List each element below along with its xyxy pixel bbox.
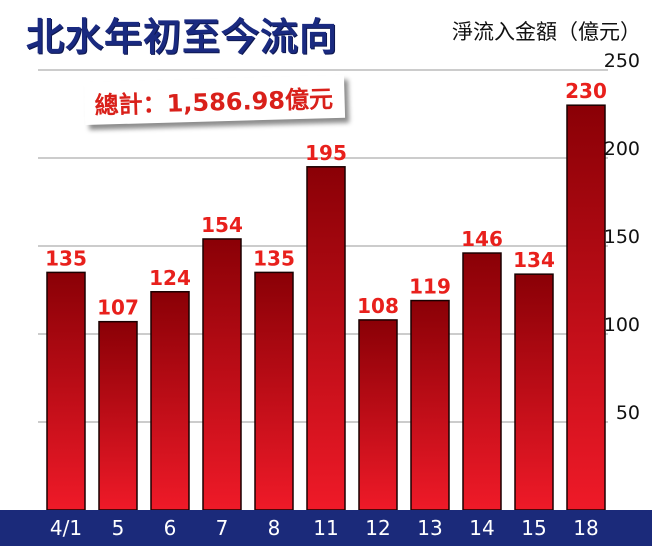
bar-value-label: 108 [357,294,399,318]
bar-value-label: 119 [409,275,451,299]
x-tick-label: 15 [521,516,546,540]
bar-value-label: 230 [565,79,607,103]
x-tick-label: 5 [112,516,125,540]
bar [514,273,554,511]
x-tick-label: 8 [268,516,281,540]
bars [46,104,606,511]
y-tick-label: 200 [604,138,640,160]
bar [98,320,138,511]
labels: 50 100 150 200 250 135 4/1 107 5 124 6 154 7 135 8 195 1… [45,50,640,540]
bar [254,271,294,511]
bar [202,238,242,511]
total-annotation-box: 總計：1,586.98億元 [84,74,346,125]
bar-value-label: 107 [97,296,139,320]
x-tick-label: 18 [573,516,598,540]
bar-value-label: 124 [149,266,191,290]
bar [358,319,398,511]
bar [306,166,346,511]
y-axis-unit-label: 淨流入金額（億元） [452,20,641,44]
x-tick-label: 13 [417,516,442,540]
bar-value-label: 135 [45,246,87,270]
x-tick-label: 11 [313,516,338,540]
x-tick-label: 4/1 [50,516,82,540]
x-tick-label: 7 [216,516,229,540]
bar [46,271,86,511]
bar [566,104,606,511]
x-tick-label: 12 [365,516,390,540]
bar-value-label: 146 [461,227,503,251]
bar-value-label: 154 [201,213,243,237]
x-tick-label: 14 [469,516,494,540]
bar-value-label: 134 [513,248,555,272]
x-axis-band [0,510,652,546]
bar [150,291,190,511]
bar-value-label: 195 [305,141,347,165]
y-tick-label: 100 [604,314,640,336]
x-tick-label: 6 [164,516,177,540]
y-tick-label: 150 [604,226,640,248]
chart-title: 北水年初至今流向 [26,15,339,59]
bar [462,252,502,511]
y-tick-label: 250 [604,50,640,72]
bar [410,299,450,511]
y-tick-label: 50 [616,402,640,424]
bar-value-label: 135 [253,246,295,270]
total-annotation-text: 總計：1,586.98億元 [94,85,334,120]
